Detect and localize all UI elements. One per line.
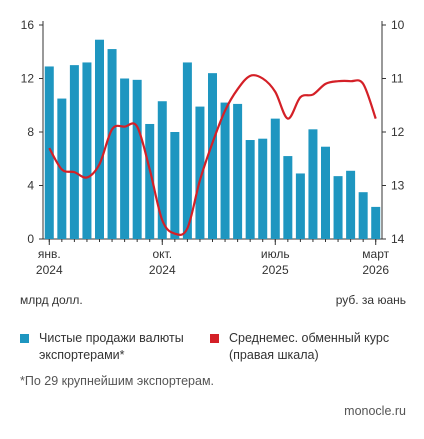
x-tick-label: окт. xyxy=(152,247,172,261)
bar-net-fx-sales xyxy=(145,123,155,239)
y-right-tick-label: 13 xyxy=(391,179,405,193)
right-axis-unit: руб. за юань xyxy=(335,293,406,307)
bar-net-fx-sales xyxy=(308,129,318,239)
y-right-tick-label: 14 xyxy=(391,232,405,246)
x-tick-label: янв. xyxy=(38,247,61,261)
chart: 0 4 8 12 16 10 11 12 13 14 янв. 2024 окт. 2024 июль 202… xyxy=(21,18,405,277)
bar-net-fx-sales xyxy=(346,170,356,239)
legend-swatch-line xyxy=(210,334,219,343)
bar-net-fx-sales xyxy=(270,118,280,239)
y-left-tick-label: 16 xyxy=(21,18,35,32)
legend-item-exchange-rate: Среднемес. обменный курс (правая шкала) xyxy=(210,330,389,364)
footnote: *По 29 крупнейшим экспортерам. xyxy=(20,374,215,388)
bar-net-fx-sales xyxy=(157,101,167,239)
bar-net-fx-sales xyxy=(182,62,192,240)
bar-net-fx-sales xyxy=(170,132,180,239)
bar-net-fx-sales xyxy=(120,78,130,239)
bar-net-fx-sales xyxy=(295,173,305,239)
x-tick-label: июль xyxy=(261,247,290,261)
y-right-tick-label: 10 xyxy=(391,18,405,32)
bar-net-fx-sales xyxy=(371,206,381,239)
y-right-tick-label: 12 xyxy=(391,125,405,139)
bar-net-fx-sales xyxy=(358,192,368,239)
bar-net-fx-sales xyxy=(245,140,255,239)
legend-label-line: Чистые продажи валюты xyxy=(39,331,184,345)
source-label: monocle.ru xyxy=(344,404,406,418)
y-left-tick-label: 8 xyxy=(27,125,34,139)
line-exchange-rate xyxy=(48,74,377,236)
bar-net-fx-sales xyxy=(44,66,54,240)
x-tick-label: 2024 xyxy=(149,263,176,277)
x-tick-label: 2025 xyxy=(262,263,289,277)
bar-net-fx-sales xyxy=(107,49,117,240)
legend-swatch-bar xyxy=(20,334,29,343)
legend-label-net-fx-sales: Чистые продажи валюты экспортерами* xyxy=(39,330,184,364)
x-tick-label: март xyxy=(362,247,389,261)
y-left-tick-label: 4 xyxy=(27,179,34,193)
bar-net-fx-sales xyxy=(132,79,142,240)
bar-net-fx-sales xyxy=(233,103,243,239)
bar-net-fx-sales xyxy=(82,62,92,240)
legend-label-line: Среднемес. обменный курс xyxy=(229,331,390,345)
legend-label-line: (правая шкала) xyxy=(229,348,319,362)
bar-net-fx-sales xyxy=(95,39,104,240)
bar-net-fx-sales xyxy=(283,156,293,239)
x-tick-label: 2026 xyxy=(362,263,389,277)
bar-net-fx-sales xyxy=(195,106,205,240)
legend-item-net-fx-sales: Чистые продажи валюты экспортерами* xyxy=(20,330,184,364)
y-left-tick-label: 12 xyxy=(21,72,35,86)
bar-net-fx-sales xyxy=(208,73,217,240)
plot-area: 0 4 8 12 16 10 11 12 13 14 янв. 2024 окт. 2024 июль 202… xyxy=(21,18,405,277)
bar-net-fx-sales xyxy=(220,102,230,239)
y-left-tick-label: 0 xyxy=(27,232,34,246)
x-tick-label: 2024 xyxy=(36,263,63,277)
legend-label-line: экспортерами* xyxy=(39,348,125,362)
bar-net-fx-sales xyxy=(69,65,79,239)
legend-label-exchange-rate: Среднемес. обменный курс (правая шкала) xyxy=(229,330,389,364)
bar-net-fx-sales xyxy=(258,138,268,239)
bar-net-fx-sales xyxy=(333,176,343,239)
left-axis-unit: млрд долл. xyxy=(20,293,83,307)
bar-net-fx-sales xyxy=(321,146,330,239)
y-right-tick-label: 11 xyxy=(391,72,404,86)
